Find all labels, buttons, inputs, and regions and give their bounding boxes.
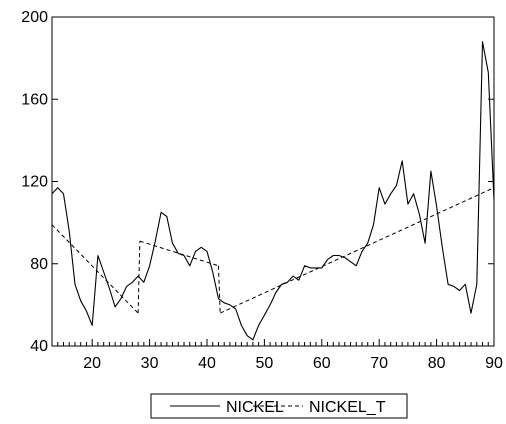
- y-tick-label: 80: [30, 256, 48, 273]
- legend-label-nickel: NICKEL: [226, 399, 284, 416]
- plot-frame: [51, 16, 495, 347]
- x-tick-label: 30: [141, 355, 159, 372]
- x-tick-label: 60: [313, 355, 331, 372]
- x-tick-label: 20: [83, 355, 101, 372]
- legend: NICKEL NICKEL_T: [150, 393, 408, 419]
- x-tick-label: 80: [428, 355, 446, 372]
- series-lines: [51, 41, 495, 341]
- series-break-nickel-t: [137, 241, 141, 314]
- series-line-nickel-t: [51, 224, 139, 314]
- x-tick-label: 70: [370, 355, 388, 372]
- y-tick-label: 200: [21, 9, 48, 26]
- series-line-nickel: [51, 41, 495, 341]
- legend-label-nickel-t: NICKEL_T: [309, 399, 386, 416]
- axis-ticks: 20 30 40 50 60 70 80 90 40 80 120 160 200: [21, 9, 503, 372]
- series-line-nickel-t: [219, 187, 495, 314]
- x-tick-label: 90: [485, 355, 503, 372]
- x-tick-label: 40: [198, 355, 216, 372]
- y-tick-label: 160: [21, 91, 48, 108]
- y-tick-label: 120: [21, 174, 48, 191]
- x-tick-label: 50: [255, 355, 273, 372]
- y-tick-label: 40: [30, 338, 48, 355]
- series-break-nickel-t: [217, 265, 221, 314]
